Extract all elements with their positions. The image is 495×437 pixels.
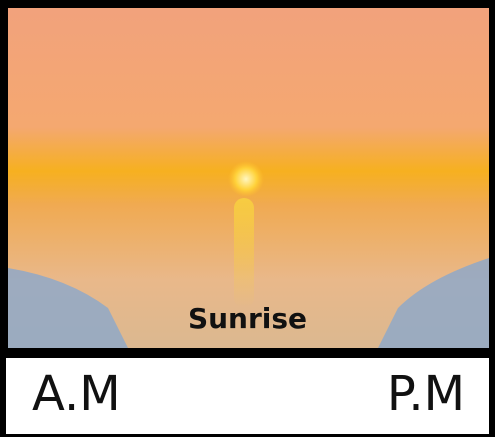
pm-option[interactable]: P.M (386, 366, 465, 422)
am-option[interactable]: A.M (32, 366, 121, 422)
image-caption: Sunrise (187, 302, 308, 335)
am-pm-toggle: A.M P.M (6, 358, 489, 434)
sunrise-image (8, 8, 489, 348)
